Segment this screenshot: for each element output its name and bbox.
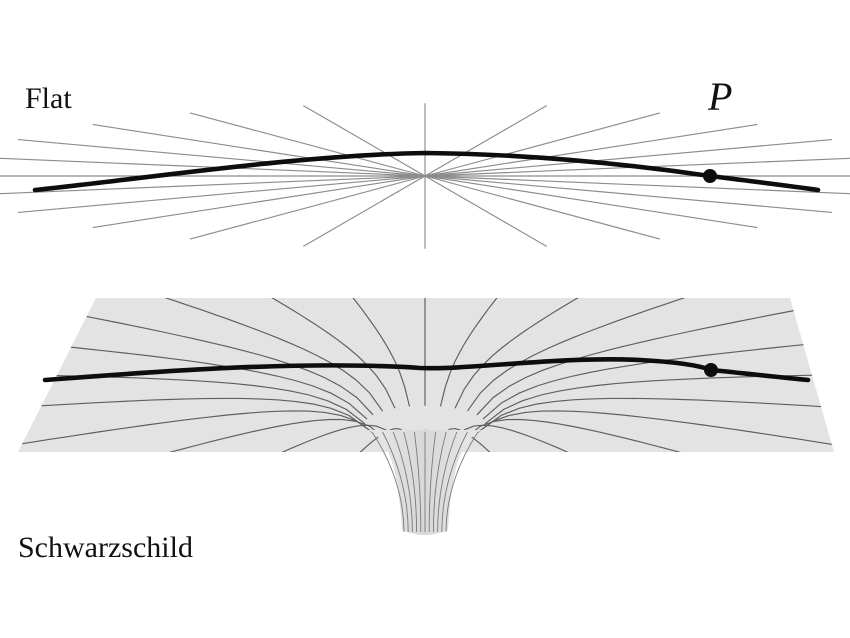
funnel-grid-line <box>413 431 422 533</box>
flat-grid-radial <box>0 157 426 177</box>
flat-grid-radial <box>424 139 833 177</box>
curved-grid-radial <box>18 397 368 429</box>
flat-worldline <box>32 150 821 193</box>
curved-grid-radial <box>454 424 736 452</box>
flat-grid-radial <box>303 105 426 177</box>
curved-grid-radial <box>18 298 384 412</box>
curved-grid-radial <box>467 418 834 452</box>
curved-grid-radial <box>454 298 736 409</box>
schwarzschild-spacetime-diagram: Schwarzschild <box>18 298 834 564</box>
curved-worldline <box>42 356 811 383</box>
curved-grid-radial <box>114 298 396 409</box>
flat-grid-radial <box>92 123 426 177</box>
curved-grid-radial <box>18 410 374 452</box>
curved-sheet <box>18 298 834 452</box>
curved-grid-radial <box>264 298 411 407</box>
flat-grid-radial <box>17 175 426 213</box>
funnel-grid-line <box>445 431 479 533</box>
flat-grid-radial <box>424 175 661 240</box>
flat-grid-radial <box>189 175 426 240</box>
curved-grid-radial <box>482 397 834 429</box>
curved-grid-radial <box>476 298 834 416</box>
funnel-grid-line <box>403 431 418 533</box>
flat-grid-radial <box>189 112 426 177</box>
flat-grid-radial <box>424 112 661 177</box>
flat-grid-radial <box>424 105 547 177</box>
flat-point-p-marker <box>703 169 717 183</box>
schwarzschild-label: Schwarzschild <box>18 531 193 564</box>
flat-grid-radial <box>424 175 758 229</box>
curved-grid-radial <box>18 323 368 420</box>
funnel-grid-line <box>437 431 458 533</box>
curved-grid-radial <box>482 323 834 420</box>
point-p-label: P <box>707 74 732 119</box>
flat-label: Flat <box>25 82 72 115</box>
flat-spacetime-diagram: Flat P <box>0 74 850 249</box>
funnel-grid-line <box>371 431 405 533</box>
flat-grid-radial <box>424 175 833 213</box>
flat-grid-radial <box>424 175 547 247</box>
funnel-grid-line <box>441 431 468 533</box>
flat-grid-radial <box>424 175 850 195</box>
funnel-grid-line <box>428 431 437 533</box>
curved-grid-radial <box>466 298 834 412</box>
funnel-grid-line <box>392 431 413 533</box>
curved-grid-radial <box>439 298 586 407</box>
funnel-grid-line <box>432 431 447 533</box>
flat-grid-radial <box>0 175 426 195</box>
funnel-grid-line <box>382 431 409 533</box>
flat-grid-radial <box>303 175 426 247</box>
flat-grid-radial <box>424 123 758 177</box>
flat-grid-radial <box>92 175 426 229</box>
funnel-grid-lines <box>371 431 479 533</box>
curved-grid-radial <box>476 410 834 452</box>
flat-grid-radial <box>17 139 426 177</box>
curved-grid-radial <box>114 424 396 452</box>
flat-polar-grid <box>0 103 850 249</box>
curved-point-p-marker <box>704 363 718 377</box>
curved-grid-radial <box>18 418 383 452</box>
